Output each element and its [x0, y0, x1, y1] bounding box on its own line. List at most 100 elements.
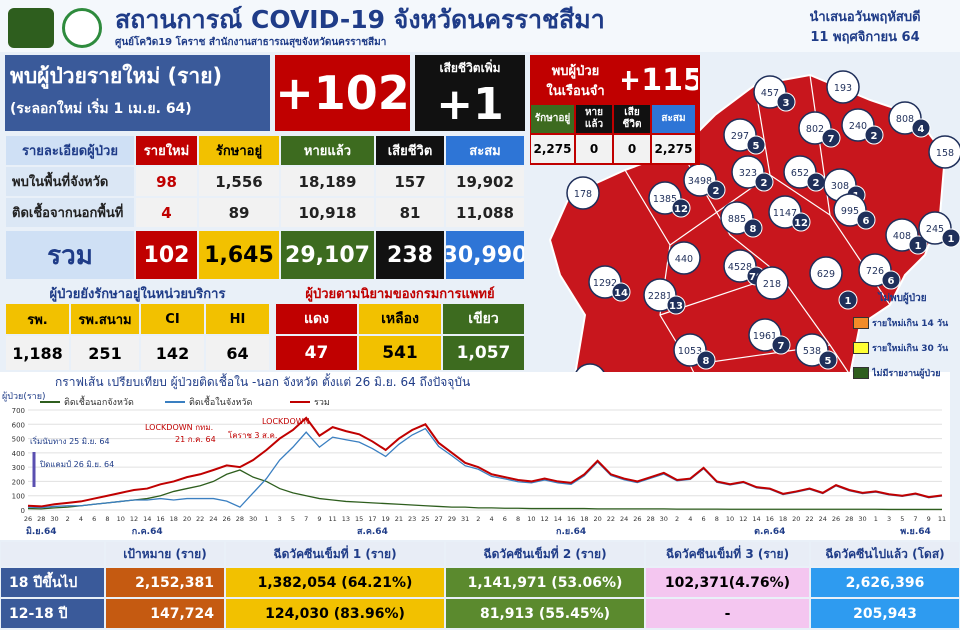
- vaccine-header: ฉีดวัคซีนไปแล้ว (โดส): [811, 542, 959, 566]
- x-tick-label: 4: [79, 515, 83, 523]
- vaccine-cell: 2,626,396: [811, 568, 959, 597]
- series-line: [27, 416, 943, 508]
- x-tick-label: 12: [739, 515, 747, 523]
- service-title: ผู้ป่วยยังรักษาอยู่ในหน่วยบริการ: [49, 286, 226, 302]
- district-total-bubble: [826, 70, 860, 104]
- x-tick-label: 18: [779, 515, 787, 523]
- map-legend-title: ไม่พบผู้ป่วย: [878, 292, 927, 304]
- x-tick-label: 31: [461, 515, 469, 523]
- vaccine-cell: 124,030 (83.96%): [226, 599, 444, 628]
- district-new-bubble: [908, 235, 928, 255]
- month-label: ก.ย.64: [556, 527, 586, 537]
- y-tick-label: 600: [12, 421, 25, 429]
- x-tick-label: 15: [355, 515, 363, 523]
- district-total: 158: [936, 148, 954, 159]
- x-tick-label: 26: [24, 515, 32, 523]
- x-tick-label: 26: [223, 515, 231, 523]
- prison-value-cell: 2,275: [531, 135, 574, 163]
- prison-label: ในเรือนจำ: [546, 83, 605, 99]
- district-new-bubble: [776, 92, 796, 112]
- x-tick-label: 1: [874, 515, 878, 523]
- month-label: ก.ค.64: [132, 527, 163, 537]
- district-new: 6: [863, 216, 870, 227]
- service-value: 1,188: [6, 336, 69, 370]
- table-header: รายละเอียดผู้ป่วย: [6, 136, 134, 165]
- district-total-bubble: [755, 266, 789, 300]
- district-total: 802: [806, 124, 824, 135]
- annotation: 21 ก.ค. 64: [175, 435, 216, 444]
- district-new-bubble: [746, 135, 766, 155]
- x-tick-label: 18: [580, 515, 588, 523]
- y-tick-label: 400: [12, 450, 25, 458]
- district-new: 2: [761, 178, 768, 189]
- x-tick-label: 20: [593, 515, 601, 523]
- x-tick-label: 30: [50, 515, 58, 523]
- vaccine-header: ฉีดวัคซีนเข็มที่ 1 (ราย): [226, 542, 444, 566]
- district-total: 218: [763, 279, 781, 290]
- district-total: 4528: [728, 262, 752, 273]
- x-tick-label: 14: [752, 515, 760, 523]
- district-new: 12: [794, 218, 808, 229]
- table-cell: 10,918: [281, 198, 374, 227]
- new-cases-sublabel: (ระลอกใหม่ เริ่ม 1 เม.ย. 64): [10, 101, 192, 117]
- x-tick-label: 12: [130, 515, 138, 523]
- table-header: รักษาอยู่: [199, 136, 279, 165]
- district-new-bubble: [666, 295, 686, 315]
- prison-header: รักษาอยู่: [531, 105, 574, 133]
- new-cases-panel: [5, 55, 270, 131]
- district-total: 245: [926, 224, 944, 235]
- vaccine-cell: 2,152,381: [106, 568, 224, 597]
- y-axis-label: ผู้ป่วย(ราย): [2, 391, 46, 402]
- district-new: 5: [753, 141, 760, 152]
- district-total-bubble: [566, 176, 600, 210]
- x-tick-label: 9: [927, 515, 931, 523]
- district-total: 995: [841, 206, 859, 217]
- x-tick-label: 12: [540, 515, 548, 523]
- x-tick-label: 18: [170, 515, 178, 523]
- district-new: 1: [948, 234, 955, 245]
- district-new: 1: [845, 296, 852, 307]
- x-tick-label: 22: [196, 515, 204, 523]
- district-total: 457: [761, 88, 779, 99]
- vaccine-cell: 147,724: [106, 599, 224, 628]
- x-tick-label: 16: [156, 515, 164, 523]
- x-tick-label: 20: [183, 515, 191, 523]
- service-value: 64: [206, 336, 269, 370]
- prison-value-cell: 0: [614, 135, 650, 163]
- x-tick-label: 17: [368, 515, 376, 523]
- line-chart: กราฟเส้น เปรียบเทียบ ผู้ป่วยติดเชื้อใน -…: [0, 372, 950, 540]
- table-cell: 98: [136, 167, 197, 196]
- vaccine-cell: 81,913 (55.45%): [446, 599, 644, 628]
- x-tick-label: 8: [516, 515, 520, 523]
- x-tick-label: 30: [858, 515, 866, 523]
- x-tick-label: 16: [766, 515, 774, 523]
- table-total: รวม: [6, 231, 134, 279]
- x-tick-label: 25: [421, 515, 429, 523]
- service-header: รพ.: [6, 304, 69, 334]
- district-total: 440: [675, 254, 693, 265]
- service-header: HI: [206, 304, 269, 334]
- vaccine-cell: 1,382,054 (64.21%): [226, 568, 444, 597]
- district-total-bubble: [667, 241, 701, 275]
- district-new: 7: [778, 341, 785, 352]
- x-tick-label: 28: [845, 515, 853, 523]
- district-total: 193: [834, 83, 852, 94]
- series-line: [27, 469, 942, 511]
- vaccine-header: ฉีดวัคซีนเข็มที่ 3 (ราย): [646, 542, 809, 566]
- table-cell: 1,556: [199, 167, 279, 196]
- annotation: ปิดแคมป์ 26 มิ.ย. 64: [39, 459, 114, 469]
- x-tick-label: 10: [726, 515, 734, 523]
- district-total: 1147: [773, 208, 797, 219]
- district-total: 1053: [678, 346, 702, 357]
- x-tick-label: 24: [209, 515, 217, 523]
- table-total: 1,645: [199, 231, 279, 279]
- logo: [8, 8, 54, 48]
- x-tick-label: 24: [819, 515, 827, 523]
- month-label: ส.ค.64: [357, 527, 388, 537]
- map-legend-swatch: [853, 317, 869, 329]
- x-tick-label: 10: [527, 515, 535, 523]
- subtitle: ศูนย์โควิด19 โคราช สำนักงานสาธารณสุขจังห…: [115, 36, 387, 48]
- new-deaths-label: เสียชีวิตเพิ่ม: [439, 60, 501, 75]
- x-tick-label: 22: [607, 515, 615, 523]
- map-legend-label: รายใหม่เกิน 14 วัน: [872, 319, 949, 329]
